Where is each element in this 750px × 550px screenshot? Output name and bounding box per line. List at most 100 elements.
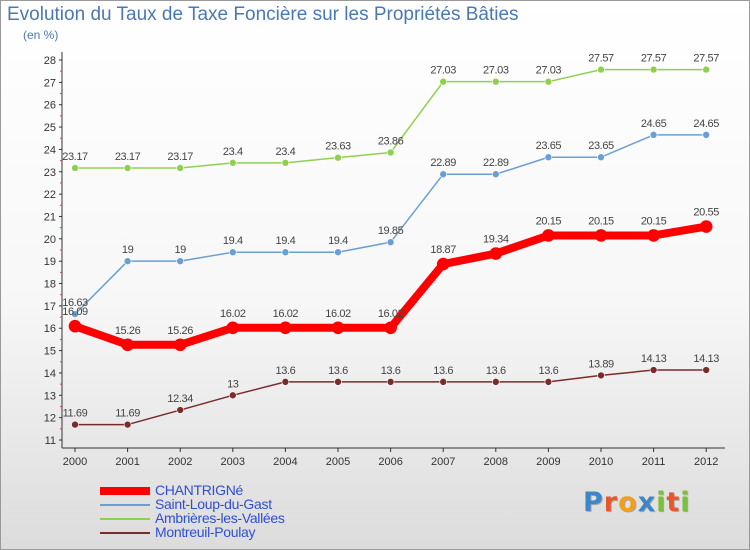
- legend-swatch: [100, 518, 150, 520]
- data-point: [489, 247, 503, 260]
- legend-item: Saint-Loup-du-Gast: [100, 496, 360, 512]
- data-label: 23.17: [115, 151, 141, 163]
- data-point: [68, 319, 82, 333]
- y-tick-label: 22: [44, 189, 56, 201]
- data-label: 20.15: [641, 215, 667, 227]
- data-point: [439, 77, 448, 86]
- data-label: 13.6: [433, 365, 453, 377]
- x-tick-label: 2004: [273, 456, 297, 468]
- data-label: 16.02: [220, 308, 246, 320]
- proxiti-logo: Proxiti: [583, 487, 691, 518]
- y-tick-label: 23: [44, 167, 56, 179]
- data-label: 16.02: [325, 308, 351, 320]
- data-label: 12.34: [167, 393, 193, 405]
- data-label: 16.63: [62, 297, 88, 309]
- data-label: 27.57: [693, 53, 719, 65]
- data-point: [173, 338, 187, 352]
- data-label: 19: [174, 244, 186, 256]
- data-label: 27.57: [588, 53, 614, 65]
- data-point: [597, 65, 605, 74]
- data-point: [542, 229, 555, 242]
- data-label: 15.26: [167, 325, 193, 337]
- data-label: 23.65: [588, 140, 614, 152]
- data-point: [71, 310, 79, 318]
- x-tick-label: 2008: [484, 456, 508, 468]
- data-label: 24.65: [641, 118, 667, 130]
- data-point: [439, 378, 448, 386]
- y-tick-label: 15: [44, 346, 56, 358]
- logo-letter: i: [656, 487, 667, 518]
- data-point: [123, 420, 132, 429]
- data-point: [123, 257, 132, 265]
- logo-letter: t: [666, 487, 681, 518]
- y-tick-label: 19: [44, 256, 56, 268]
- data-point: [281, 159, 290, 167]
- y-tick-label: 12: [44, 413, 56, 425]
- y-tick-label: 16: [44, 323, 56, 335]
- x-tick-label: 2001: [115, 456, 139, 468]
- data-point: [491, 77, 500, 86]
- data-label: 24.65: [693, 118, 719, 130]
- data-label: 23.65: [536, 140, 562, 152]
- data-point: [544, 77, 553, 86]
- logo-letter: r: [603, 487, 619, 518]
- data-label: 23.86: [378, 136, 404, 148]
- data-label: 19.4: [223, 235, 243, 247]
- x-tick-label: 2000: [63, 456, 87, 468]
- y-tick-label: 25: [44, 122, 56, 134]
- data-label: 13.6: [328, 365, 348, 377]
- data-point: [386, 238, 395, 246]
- x-tick-label: 2002: [168, 456, 192, 468]
- data-point: [71, 164, 79, 172]
- data-point: [331, 321, 345, 335]
- data-point: [176, 257, 184, 265]
- data-label: 19.4: [328, 235, 348, 247]
- chart-subtitle: (en %): [23, 28, 59, 42]
- legend-label: CHANTRIGNé: [155, 482, 244, 498]
- legend-item: Montreuil-Poulay: [100, 524, 360, 540]
- legend-swatch: [100, 487, 150, 495]
- data-point: [121, 338, 134, 352]
- data-point: [384, 321, 397, 335]
- data-point: [334, 248, 342, 257]
- data-label: 13.89: [588, 358, 614, 370]
- data-point: [597, 153, 605, 162]
- x-tick-label: 2003: [221, 456, 245, 468]
- data-label: 16.02: [378, 308, 404, 320]
- data-point: [123, 164, 132, 172]
- y-tick-label: 24: [44, 144, 56, 156]
- data-label: 20.15: [536, 215, 562, 227]
- logo-letter: x: [637, 487, 657, 518]
- data-label: 23.17: [62, 151, 88, 163]
- y-tick-label: 17: [44, 301, 56, 313]
- data-label: 19.4: [275, 235, 295, 247]
- data-point: [439, 170, 448, 179]
- y-tick-label: 11: [45, 435, 56, 447]
- data-point: [229, 159, 237, 167]
- data-point: [491, 378, 500, 386]
- data-label: 11.69: [115, 408, 140, 420]
- data-label: 11.69: [63, 408, 88, 420]
- data-label: 16.02: [273, 308, 299, 320]
- data-point: [281, 378, 290, 386]
- x-tick-label: 2005: [326, 456, 350, 468]
- legend-label: Montreuil-Poulay: [155, 524, 256, 540]
- logo-letter: o: [618, 487, 638, 518]
- data-point: [226, 321, 240, 335]
- x-tick-label: 2011: [642, 456, 666, 468]
- logo-letter: P: [583, 487, 604, 518]
- legend-swatch: [100, 504, 150, 506]
- legend-item: CHANTRIGNé: [100, 482, 360, 498]
- data-point: [386, 378, 395, 386]
- data-point: [386, 148, 395, 157]
- x-tick-label: 2007: [431, 456, 455, 468]
- y-tick-label: 14: [44, 368, 56, 380]
- data-point: [544, 153, 553, 162]
- data-label: 13.6: [275, 365, 295, 377]
- data-label: 27.03: [536, 65, 562, 77]
- data-label: 20.55: [693, 207, 719, 219]
- logo-letter: i: [680, 487, 691, 518]
- data-point: [176, 406, 184, 414]
- y-tick-label: 21: [44, 211, 56, 223]
- data-label: 27.57: [641, 53, 667, 65]
